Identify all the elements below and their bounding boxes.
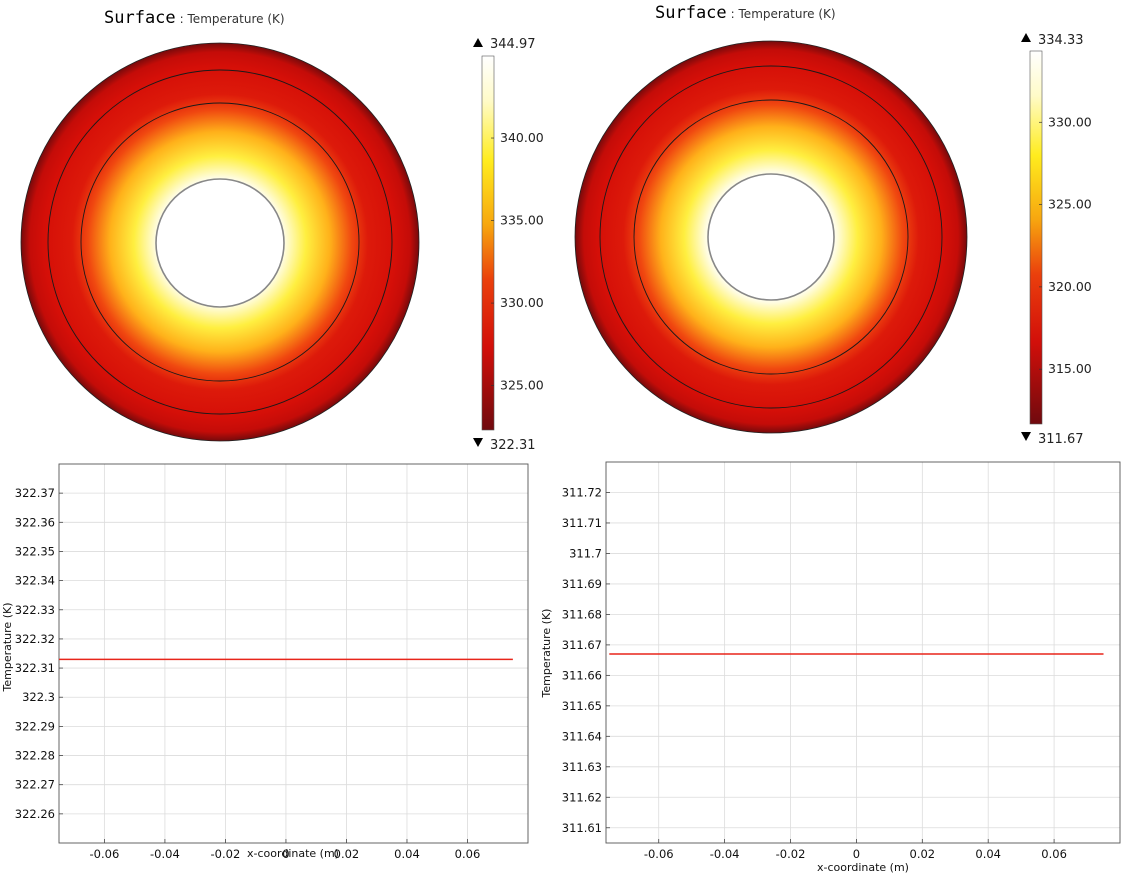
y-tick-label-right: 311.7 <box>569 546 602 560</box>
y-tick-label-right: 311.66 <box>562 668 602 682</box>
y-tick-label-right: 311.61 <box>562 821 602 835</box>
y-tick-label-left: 322.27 <box>15 778 55 792</box>
y-tick-label-left: 322.31 <box>15 661 55 675</box>
y-tick-label-left: 322.29 <box>15 719 55 733</box>
y-tick-label-right: 311.71 <box>562 516 602 530</box>
colorbar-tick-label-left: 335.00 <box>500 213 544 228</box>
y-tick-label-left: 322.37 <box>15 486 55 500</box>
x-tick-label-left: -0.04 <box>150 847 180 861</box>
min-arrow-icon <box>1021 432 1031 441</box>
colorbar-gradient-left <box>481 55 495 431</box>
layer-boundary-right-outer <box>599 65 943 409</box>
colorbar-left: 344.97 322.31 340.00 335.00 330.00 325.00 <box>473 37 544 453</box>
heatmap-title-left: Surface: Temperature (K) <box>104 8 285 28</box>
y-tick-label-left: 322.26 <box>15 807 55 821</box>
x-tick-label-right: -0.02 <box>776 847 806 861</box>
y-tick-label-left: 322.36 <box>15 515 55 529</box>
x-tick-label-left: -0.02 <box>211 847 241 861</box>
annulus-right <box>574 40 968 434</box>
colorbar-tick-label-left: 330.00 <box>500 295 544 310</box>
x-tick-label-left: 0 <box>282 847 289 861</box>
x-tick-label-left: 0.04 <box>394 847 420 861</box>
colorbar-tick-label-right: 320.00 <box>1048 279 1092 294</box>
x-tick-label-left: 0.02 <box>334 847 360 861</box>
plot-frame-left <box>58 463 529 844</box>
x-tick-label-right: -0.06 <box>644 847 674 861</box>
colorbar-gradient-right <box>1029 50 1043 425</box>
plot-frame-right <box>605 461 1121 844</box>
line-plot-left: 322.37 322.36 322.35 322.34 322.33 322.32 322.… <box>1 463 529 861</box>
colorbar-max-right: 334.33 <box>1038 33 1084 48</box>
x-tick-label-right: -0.04 <box>710 847 740 861</box>
x-tick-label-right: 0.02 <box>910 847 936 861</box>
x-axis-label-left: x-coordinate (m) <box>247 847 339 860</box>
y-tick-label-right: 311.69 <box>562 577 602 591</box>
y-tick-label-right: 311.62 <box>562 790 602 804</box>
layer-boundary-right-inner <box>633 99 909 375</box>
y-tick-label-right: 311.65 <box>562 699 602 713</box>
y-ticks-right: 311.72 311.71 311.7 311.69 311.68 311.67 311.6… <box>562 485 610 835</box>
colorbar-ticks-right: 330.00 325.00 320.00 315.00 <box>1039 114 1092 376</box>
heatmap-panel-left: Surface: Temperature (K) 344.97 322.31 3… <box>20 8 544 453</box>
y-tick-label-right: 311.64 <box>562 729 602 743</box>
y-tick-label-right: 311.67 <box>562 638 602 652</box>
colorbar-min-right: 311.67 <box>1038 432 1084 447</box>
y-axis-label-right: Temperature (K) <box>540 609 553 699</box>
colorbar-min-left: 322.31 <box>490 438 536 453</box>
max-arrow-icon <box>473 38 483 47</box>
y-axis-label-left: Temperature (K) <box>1 603 14 693</box>
x-ticks-left: -0.06 -0.04 -0.02 0 0.02 0.04 0.06 <box>90 839 481 861</box>
colorbar-tick-label-left: 325.00 <box>500 378 544 393</box>
y-tick-label-left: 322.33 <box>15 603 55 617</box>
y-tick-label-right: 311.72 <box>562 485 602 499</box>
x-tick-label-left: -0.06 <box>90 847 120 861</box>
max-arrow-icon <box>1021 33 1031 42</box>
inner-hole-right <box>707 173 835 301</box>
grid-left <box>59 464 528 843</box>
y-tick-label-left: 322.28 <box>15 749 55 763</box>
colorbar-tick-label-right: 330.00 <box>1048 114 1092 129</box>
annulus-left <box>20 42 420 442</box>
y-tick-label-left: 322.34 <box>15 574 55 588</box>
x-tick-label-right: 0 <box>853 847 860 861</box>
colorbar-right: 334.33 311.67 330.00 325.00 320.00 315.00 <box>1021 33 1092 447</box>
x-tick-label-right: 0.04 <box>975 847 1001 861</box>
y-tick-label-right: 311.68 <box>562 607 602 621</box>
colorbar-tick-label-left: 340.00 <box>500 130 544 145</box>
y-tick-label-right: 311.63 <box>562 760 602 774</box>
y-tick-label-left: 322.35 <box>15 544 55 558</box>
y-tick-label-left: 322.32 <box>15 632 55 646</box>
grid-right <box>606 462 1120 843</box>
colorbar-ticks-left: 340.00 335.00 330.00 325.00 <box>491 130 544 393</box>
colorbar-tick-label-right: 325.00 <box>1048 197 1092 212</box>
inner-hole-left <box>155 178 285 308</box>
colorbar-tick-label-right: 315.00 <box>1048 361 1092 376</box>
min-arrow-icon <box>473 438 483 447</box>
x-tick-label-right: 0.06 <box>1041 847 1067 861</box>
layer-boundary-left-outer <box>47 69 393 415</box>
line-plot-right: 311.72 311.71 311.7 311.69 311.68 311.67 311.6… <box>540 461 1121 874</box>
colorbar-max-left: 344.97 <box>490 37 536 52</box>
x-axis-label-right: x-coordinate (m) <box>817 861 909 874</box>
layer-boundary-left-inner <box>80 102 360 382</box>
y-ticks-left: 322.37 322.36 322.35 322.34 322.33 322.32 322.… <box>15 486 63 821</box>
heatmap-panel-right: Surface: Temperature (K) 334.33 311.67 3… <box>574 3 1092 447</box>
y-tick-label-left: 322.3 <box>22 690 55 704</box>
heatmap-title-right: Surface: Temperature (K) <box>655 3 836 23</box>
x-tick-label-left: 0.06 <box>455 847 481 861</box>
x-ticks-right: -0.06 -0.04 -0.02 0 0.02 0.04 0.06 <box>644 839 1067 861</box>
